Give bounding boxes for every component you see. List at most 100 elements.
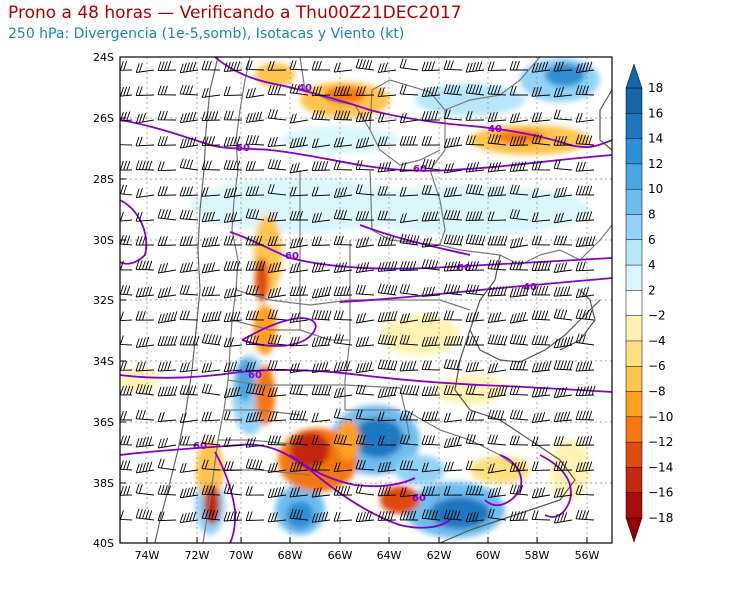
wind-barb bbox=[311, 212, 331, 223]
wind-barb bbox=[553, 308, 573, 321]
wind-barb bbox=[355, 137, 375, 149]
lon-label: 68W bbox=[278, 549, 303, 562]
wind-barb bbox=[531, 310, 551, 321]
wind-barb bbox=[553, 109, 573, 121]
isotach-label: 60 bbox=[193, 441, 207, 452]
wind-barb bbox=[289, 262, 309, 274]
wind-barb bbox=[509, 184, 529, 196]
wind-barb bbox=[377, 461, 397, 473]
wind-barb bbox=[443, 335, 464, 346]
lat-label: 30S bbox=[93, 234, 114, 247]
wind-barb bbox=[267, 435, 287, 446]
wind-barb bbox=[377, 210, 397, 221]
wind-barb bbox=[333, 262, 353, 273]
wind-barb bbox=[223, 511, 243, 522]
wind-barb bbox=[531, 112, 551, 123]
isotach-labels: 40 40 60 60 60 60 40 60 60 60 bbox=[193, 83, 537, 504]
wind-barb bbox=[531, 188, 551, 199]
wind-barb bbox=[465, 433, 485, 446]
wind-barb bbox=[355, 111, 375, 123]
wind-barb bbox=[421, 135, 441, 146]
wind-barb bbox=[421, 86, 441, 98]
wind-barb bbox=[120, 111, 133, 122]
wind-barb bbox=[120, 410, 132, 421]
wind-barb bbox=[421, 509, 441, 521]
wind-barb bbox=[509, 237, 529, 249]
wind-barb bbox=[443, 234, 464, 246]
colorbar-label: −6 bbox=[648, 359, 666, 373]
wind-barb bbox=[509, 112, 529, 124]
wind-barb bbox=[509, 311, 529, 324]
wind-barb bbox=[465, 411, 485, 421]
wind-barb bbox=[135, 436, 155, 448]
wind-barb bbox=[531, 61, 551, 73]
wind-barb bbox=[201, 87, 221, 98]
wind-barb bbox=[311, 286, 332, 299]
wind-barb bbox=[289, 162, 309, 174]
wind-barb bbox=[201, 434, 221, 446]
wind-barb bbox=[289, 83, 309, 96]
wind-barb bbox=[120, 61, 133, 71]
colorbar-label: 6 bbox=[648, 233, 656, 247]
grid-lines bbox=[120, 57, 612, 543]
wind-barb bbox=[289, 312, 309, 323]
wind-barb bbox=[553, 61, 573, 72]
wind-barb bbox=[465, 311, 485, 323]
wind-barb bbox=[201, 411, 221, 422]
wind-barb bbox=[245, 208, 265, 221]
wind-barb bbox=[223, 187, 243, 199]
wind-barb bbox=[157, 437, 177, 449]
wind-barb bbox=[311, 236, 331, 246]
wind-barb bbox=[267, 512, 287, 523]
wind-barb bbox=[575, 85, 595, 96]
wind-barb bbox=[179, 435, 199, 446]
wind-barb bbox=[120, 135, 133, 146]
wind-barb bbox=[179, 462, 199, 473]
wind-barb bbox=[553, 235, 573, 246]
colorbar-swatch bbox=[625, 441, 643, 469]
wind-barb bbox=[487, 161, 507, 173]
wind-barb bbox=[399, 233, 420, 246]
colorbar-label: −16 bbox=[648, 486, 673, 500]
wind-barb bbox=[443, 162, 463, 174]
wind-barb bbox=[267, 85, 287, 96]
lon-label: 62W bbox=[427, 549, 452, 562]
wind-barb bbox=[465, 384, 485, 396]
wind-barb bbox=[157, 412, 177, 422]
wind-barb bbox=[223, 311, 243, 323]
wind-barb bbox=[245, 383, 266, 396]
wind-barb bbox=[443, 358, 463, 371]
colorbar-top-arrow bbox=[625, 63, 643, 89]
wind-barb bbox=[201, 111, 221, 122]
wind-barb bbox=[120, 160, 133, 171]
wind-barb bbox=[201, 509, 221, 521]
wind-barb bbox=[157, 85, 177, 96]
wind-barb bbox=[355, 384, 375, 396]
wind-barb bbox=[201, 286, 221, 297]
wind-barb bbox=[289, 286, 309, 297]
wind-barb bbox=[157, 136, 177, 146]
wind-barb bbox=[509, 161, 529, 172]
wind-barb bbox=[465, 161, 485, 173]
wind-barb bbox=[575, 410, 595, 421]
wind-barb bbox=[355, 86, 375, 97]
wind-barb bbox=[157, 262, 177, 274]
wind-barb bbox=[355, 184, 375, 196]
wind-barb bbox=[421, 411, 441, 422]
wind-barb bbox=[267, 462, 287, 474]
wind-barb bbox=[421, 258, 441, 271]
wind-barb bbox=[223, 410, 243, 421]
wind-barb bbox=[245, 87, 265, 99]
colorbar-label: 12 bbox=[648, 157, 663, 171]
colorbar-label: −2 bbox=[648, 309, 666, 323]
wind-barb bbox=[377, 185, 397, 196]
axis-ticks bbox=[120, 56, 588, 543]
wind-barb bbox=[179, 84, 199, 96]
isotach-label: 60 bbox=[412, 493, 426, 504]
wind-barb bbox=[267, 486, 287, 499]
lat-label: 26S bbox=[93, 112, 114, 125]
wind-barb bbox=[245, 511, 265, 521]
wind-barb bbox=[443, 486, 463, 496]
wind-barb bbox=[267, 183, 287, 196]
wind-barb bbox=[120, 460, 133, 471]
